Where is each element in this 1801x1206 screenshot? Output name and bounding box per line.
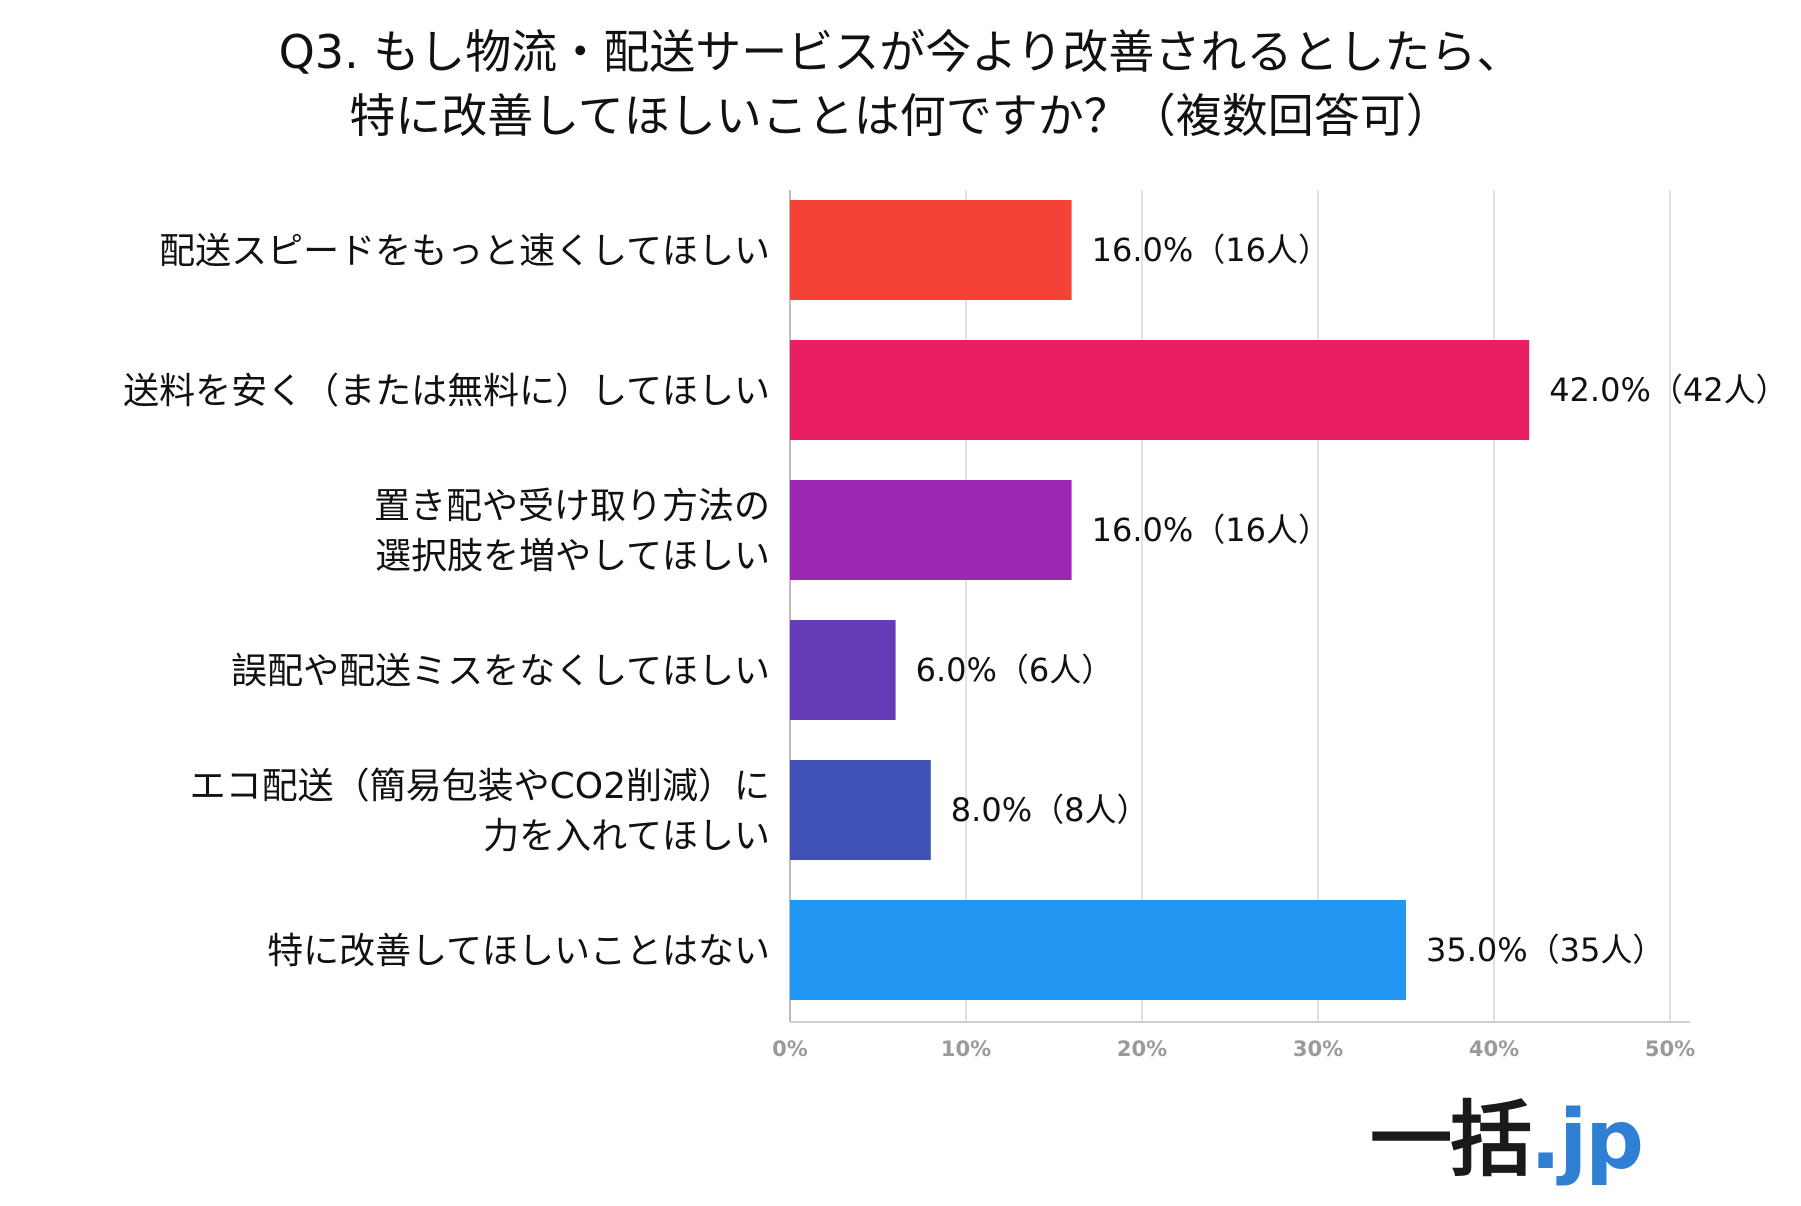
bar (790, 900, 1406, 1000)
category-label: エコ配送（簡易包装やCO2削減）に (190, 766, 770, 807)
x-tick-label: 30% (1293, 1037, 1343, 1061)
chart-title-line-1: Q3. もし物流・配送サービスが今より改善されるとしたら、 (278, 25, 1523, 79)
category-label: 誤配や配送ミスをなくしてほしい (231, 651, 770, 692)
bar (790, 480, 1072, 580)
category-label: 配送スピードをもっと速くしてほしい (159, 231, 770, 272)
logo-domain-text: .jp (1530, 1093, 1644, 1188)
category-label: 選択肢を増やしてほしい (375, 536, 770, 577)
x-tick-label: 20% (1117, 1037, 1167, 1061)
x-tick-label: 10% (941, 1037, 991, 1061)
category-label: 力を入れてほしい (483, 816, 770, 857)
category-label: 特に改善してほしいことはない (267, 931, 770, 972)
bar (790, 620, 896, 720)
category-label: 送料を安く（または無料に）してほしい (123, 371, 770, 412)
chart-title-line-2: 特に改善してほしいことは何ですか？（複数回答可） (349, 89, 1452, 143)
data-label: 42.0%（42人） (1549, 371, 1787, 409)
x-tick-label: 50% (1645, 1037, 1695, 1061)
data-label: 8.0%（8人） (951, 791, 1149, 829)
brand-logo: 一括 .jp (1370, 1095, 1670, 1187)
bar (790, 340, 1530, 440)
x-tick-label: 40% (1469, 1037, 1519, 1061)
bar (790, 760, 931, 860)
data-label: 6.0%（6人） (916, 651, 1114, 689)
category-label: 置き配や受け取り方法の (374, 486, 770, 527)
data-label: 16.0%（16人） (1092, 511, 1330, 549)
bar (790, 200, 1072, 300)
x-tick-label: 0% (772, 1037, 808, 1061)
logo-main-text: 一括 (1370, 1093, 1532, 1188)
data-label: 16.0%（16人） (1092, 231, 1330, 269)
data-label: 35.0%（35人） (1426, 931, 1664, 969)
